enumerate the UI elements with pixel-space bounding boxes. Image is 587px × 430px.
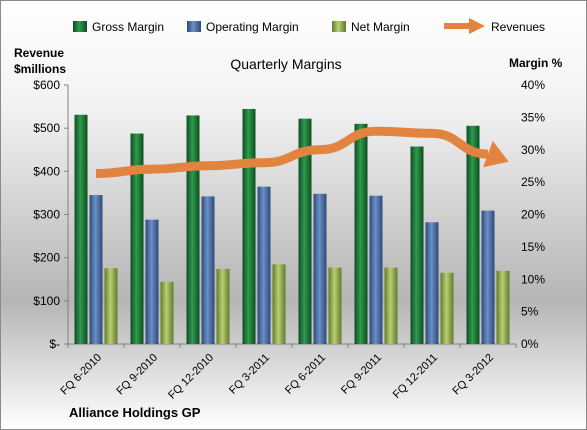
legend-label-net-margin: Net Margin — [351, 20, 410, 34]
left-axis-title-line-2: $millions — [14, 62, 66, 76]
x-tick-label: FQ 12-2011 — [391, 352, 440, 401]
bar-net-margin — [384, 267, 398, 344]
revenues-arrowhead — [483, 140, 509, 168]
right-tick-label: 10% — [521, 272, 545, 286]
right-tick-label: 5% — [521, 305, 539, 319]
company-name: Alliance Holdings GP — [69, 405, 201, 420]
bar-operating-margin — [369, 195, 383, 344]
right-tick-label: 30% — [521, 143, 545, 157]
bar-operating-margin — [481, 210, 495, 344]
x-tick-label: FQ 9-2010 — [114, 352, 160, 398]
legend-label-revenues: Revenues — [491, 20, 545, 34]
bar-gross-margin — [466, 125, 480, 344]
bar-net-margin — [104, 268, 118, 344]
bar-gross-margin — [242, 108, 256, 345]
x-tick-label: FQ 6-2010 — [58, 352, 104, 398]
legend-swatch-operating-margin — [187, 21, 201, 32]
bar-gross-margin — [130, 133, 144, 344]
left-tick-label: $400 — [33, 164, 60, 178]
revenue-line — [95, 126, 509, 178]
legend-swatch-net-margin — [332, 21, 346, 32]
bar-operating-margin — [257, 186, 271, 344]
bar-operating-margin — [145, 219, 159, 344]
bar-net-margin — [328, 267, 342, 344]
chart-title: Quarterly Margins — [230, 56, 341, 72]
x-tick-label: FQ 12-2010 — [166, 352, 216, 402]
bar-net-margin — [496, 270, 510, 344]
x-axis-labels: FQ 6-2010 FQ 9-2010 FQ 12-2010 FQ 3-2011 FQ … — [58, 352, 496, 402]
bar-net-margin — [440, 272, 454, 344]
left-tick-label: $500 — [33, 121, 60, 135]
legend-swatch-gross-margin — [73, 21, 87, 32]
bar-net-margin — [272, 264, 286, 344]
left-tick-label: $100 — [33, 294, 60, 308]
x-tick-label: FQ 6-2011 — [283, 352, 328, 397]
bar-gross-margin — [410, 146, 424, 344]
left-tick-label: $600 — [33, 78, 60, 92]
bar-gross-margin — [74, 114, 88, 344]
left-tick-label: $200 — [33, 251, 60, 265]
left-tick-label: $300 — [33, 208, 60, 222]
bar-gross-margin — [186, 115, 200, 345]
bar-gross-margin — [354, 123, 368, 344]
bar-operating-margin — [425, 222, 439, 344]
bar-operating-margin — [313, 193, 327, 344]
left-axis-title-line-1: Revenue — [14, 46, 64, 60]
right-tick-label: 35% — [521, 110, 545, 124]
legend-label-operating-margin: Operating Margin — [206, 20, 299, 34]
legend-arrowhead-revenues — [469, 18, 485, 34]
left-tick-label: $- — [49, 337, 60, 351]
x-tick-label: FQ 3-2012 — [450, 352, 496, 398]
revenues-line — [95, 126, 489, 178]
x-tick-label: FQ 3-2011 — [227, 352, 272, 397]
right-tick-label: 40% — [521, 78, 545, 92]
bar-gross-margin — [298, 118, 312, 344]
bar-operating-margin — [201, 196, 215, 344]
axes: $- $100 $200 $300 $400 $500 $600 0% 5% 10% 15% 20% 2… — [33, 78, 545, 351]
legend: Gross Margin Operating Margin Net Margin… — [73, 18, 545, 34]
x-tick-label: FQ 9-2011 — [339, 352, 384, 397]
right-tick-label: 20% — [521, 208, 545, 222]
bar-net-margin — [216, 268, 230, 344]
bar-operating-margin — [89, 195, 103, 344]
bar-net-margin — [160, 281, 174, 344]
bars — [74, 108, 510, 345]
right-tick-label: 25% — [521, 175, 545, 189]
legend-label-gross-margin: Gross Margin — [92, 20, 164, 34]
right-tick-label: 15% — [521, 240, 545, 254]
right-axis-title: Margin % — [509, 56, 563, 70]
right-tick-label: 0% — [521, 337, 539, 351]
